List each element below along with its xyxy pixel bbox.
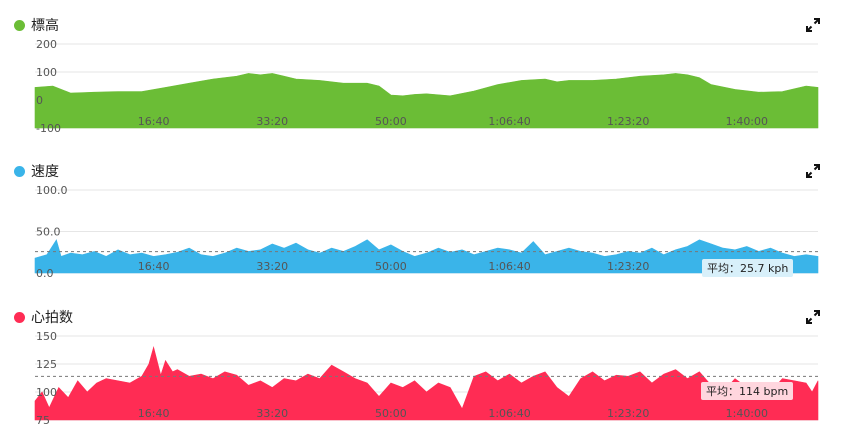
elevation-y-tick-label: 0 [36,94,43,107]
speed-y-tick-label: 0.0 [36,267,54,280]
speed-legend-dot [14,165,25,177]
elevation-title: 標高 [14,15,59,35]
speed-chart: 100.0 50.0 0.0 16:40 33:20 50:00 1:06:40 1:23:2… [34,184,819,280]
heart-rate-x-tick-label: 1:06:40 [488,407,530,420]
elevation-y-tick-label: 100 [36,66,57,79]
speed-x-tick-label: 50:00 [375,260,407,273]
elevation-x-tick-label: 16:40 [138,115,170,128]
elevation-title-label: 標高 [31,18,59,34]
elevation-y-tick-label: 200 [36,38,57,51]
elevation-y-tick-label: -100 [36,122,61,135]
heart-rate-y-tick-label: 100 [36,386,57,399]
elevation-chart: 200 100 0 -100 16:40 33:20 50:00 1:06:40 1:23:20… [34,38,819,135]
heart-rate-x-tick-label: 50:00 [375,407,407,420]
elevation-area-series [34,73,819,129]
heart-rate-x-tick-label: 33:20 [256,407,288,420]
elevation-legend-dot [14,19,25,31]
elevation-expand-icon[interactable] [806,18,820,32]
speed-title: 速度 [14,161,59,181]
heart-rate-legend-dot [14,311,25,323]
speed-y-tick-label: 100.0 [36,184,68,197]
heart-rate-x-tick-label: 16:40 [138,407,170,420]
elevation-x-tick-label: 1:40:00 [726,115,768,128]
heart-rate-title-label: 心拍数 [31,310,73,326]
heart-rate-x-tick-label: 1:40:00 [726,407,768,420]
heart-rate-expand-icon[interactable] [806,310,820,324]
heart-rate-x-tick-label: 1:23:20 [607,407,649,420]
speed-title-label: 速度 [31,164,59,180]
speed-average-label: 平均：25.7 kph [702,259,794,277]
heart-rate-average-label: 平均：114 bpm [701,382,794,400]
heart-rate-y-tick-label: 125 [36,358,57,371]
elevation-x-tick-label: 1:23:20 [607,115,649,128]
heart-rate-y-tick-label: 150 [36,330,57,343]
heart-rate-title: 心拍数 [14,307,73,327]
speed-area-series [34,239,819,274]
speed-x-tick-label: 1:23:20 [607,260,649,273]
speed-x-tick-label: 1:06:40 [488,260,530,273]
elevation-x-tick-label: 1:06:40 [488,115,530,128]
heart-rate-y-tick-label: 75 [36,414,50,427]
speed-expand-icon[interactable] [806,164,820,178]
elevation-x-tick-label: 33:20 [256,115,288,128]
speed-y-tick-label: 50.0 [36,226,61,239]
speed-x-tick-label: 33:20 [256,260,288,273]
elevation-x-tick-label: 50:00 [375,115,407,128]
speed-x-tick-label: 16:40 [138,260,170,273]
heart-rate-area-series [34,346,819,421]
